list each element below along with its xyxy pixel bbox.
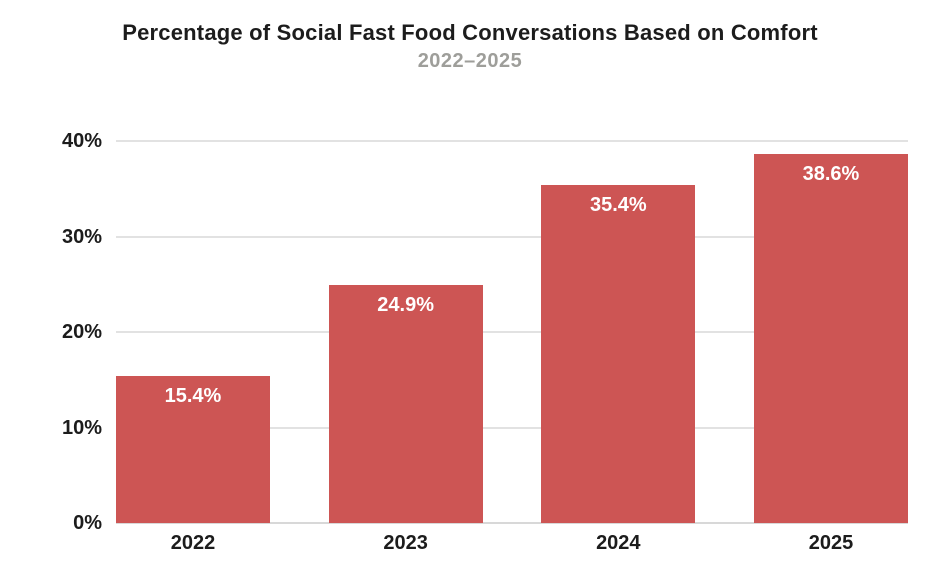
bar-value-label: 24.9% xyxy=(377,294,434,317)
y-tick-label: 20% xyxy=(61,321,102,343)
x-axis: 2022 2023 2024 2025 xyxy=(116,530,908,560)
x-axis-baseline xyxy=(116,522,908,524)
gridline xyxy=(116,426,908,429)
y-tick-label: 30% xyxy=(61,225,102,248)
x-tick-label: 2022 xyxy=(170,532,216,554)
gridline xyxy=(116,331,908,333)
bar-value-label: 15.4% xyxy=(164,384,222,407)
x-tick-label: 2024 xyxy=(596,532,641,554)
bar-value-label: 38.6% xyxy=(802,163,860,186)
y-tick-label: 40% xyxy=(61,130,102,152)
bar-2025: 38.6% xyxy=(754,154,908,523)
x-tick-label: 2023 xyxy=(383,532,428,554)
y-axis: 0% 10% 20% 30% 40% xyxy=(0,0,102,570)
gridline xyxy=(116,140,908,142)
bar-2024: 35.4% xyxy=(541,184,696,523)
x-tick-label: 2025 xyxy=(808,532,854,554)
bar-value-label: 35.4% xyxy=(589,193,647,216)
chart-subtitle: 2022–2025 xyxy=(417,50,523,72)
plot-area: 15.4% 24.9% 35.4% 38.6% xyxy=(116,140,908,524)
y-tick-label: 10% xyxy=(61,416,102,439)
bar-2023: 24.9% xyxy=(328,285,483,523)
gridline xyxy=(116,235,908,238)
bar-2022: 15.4% xyxy=(116,375,270,523)
y-tick-label: 0% xyxy=(73,512,102,534)
chart-title: Percentage of Social Fast Food Conversat… xyxy=(122,20,818,45)
